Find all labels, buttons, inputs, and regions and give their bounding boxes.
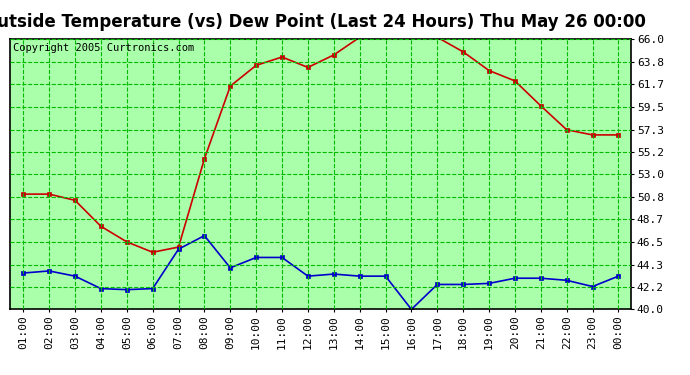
Text: Outside Temperature (vs) Dew Point (Last 24 Hours) Thu May 26 00:00: Outside Temperature (vs) Dew Point (Last…	[0, 13, 645, 31]
Text: Copyright 2005 Curtronics.com: Copyright 2005 Curtronics.com	[14, 44, 195, 53]
